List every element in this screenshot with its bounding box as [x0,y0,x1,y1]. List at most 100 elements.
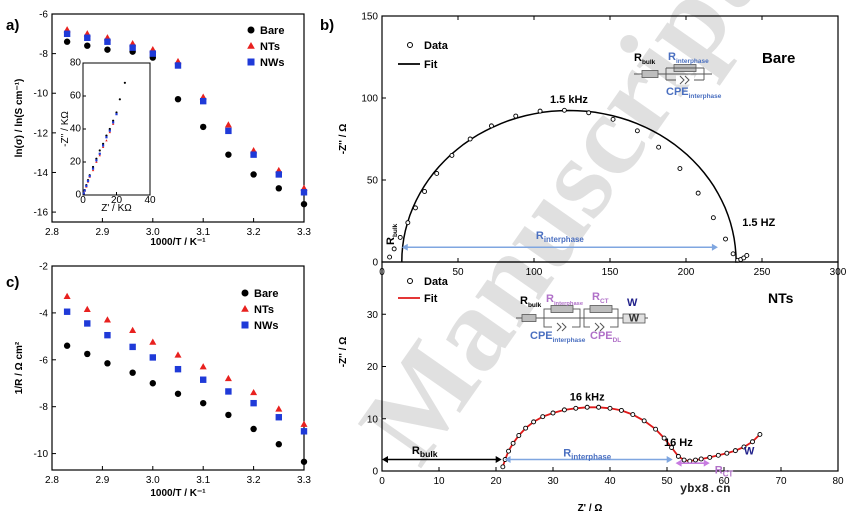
circuit-label-rct: RCT [592,291,609,305]
inset-point-bare [123,81,126,84]
y-tick-label: -14 [34,168,49,179]
inset-frame [82,62,151,196]
inset-point-nws [95,159,98,162]
y-tick-label: 100 [361,94,378,105]
y-tick-label: 0 [372,258,378,269]
low-frequency-label: 16 Hz [664,437,693,449]
data-point-bare [84,350,91,358]
data-point-bare [63,38,71,45]
plot-frame [51,13,305,223]
rinterphase-label-main: R [536,230,544,242]
data-point [695,190,701,196]
x-tick-label: 30 [547,476,559,487]
y-tick-label: 10 [367,414,379,425]
inset-x-tick-label: 0 [80,195,86,206]
inset-y-tick-label: 0 [75,190,81,201]
plot-frame [51,265,305,471]
rinterphase-arrow-head-left [504,456,511,464]
inset-point-nws [108,129,111,132]
data-point-nts [174,351,182,358]
data-point [531,419,537,425]
inset-y-tick-label: 80 [70,58,82,69]
circuit-warburg [622,313,646,324]
data-point-nts [224,121,232,128]
inset-point-bare [98,149,101,152]
circuit-label-rinterphase-sub: interphase [554,301,583,307]
inset-point-nts [98,154,101,157]
rinterphase-arrow-head-left [401,243,408,251]
y-tick-label: 50 [367,176,379,187]
x-tick-label: 3.0 [146,475,160,486]
circuit-label-rbulk-main: R [634,52,642,64]
data-point-bare [174,390,182,397]
inset-x-tick-label: 40 [144,195,156,206]
rbulk-label: Rbulk [412,445,438,459]
data-point-nws [300,428,308,435]
data-point-bare [225,151,232,158]
y-tick-label: -10 [34,449,49,460]
circuit-label-rct-main: R [592,291,600,303]
data-point [488,123,494,129]
data-point [675,453,681,459]
circuit-label-rbulk-sub: bulk [642,59,656,66]
x-tick-label: 3.1 [196,227,210,238]
data-point [467,136,473,142]
inset-point-bare [118,98,121,101]
inset-point-nts [111,122,115,125]
inset-point-nts [108,131,112,134]
y-axis-label: ln(σ) / ln(S cm⁻¹) [14,79,25,158]
data-point-nws [300,189,308,196]
data-point-nws [63,30,71,38]
circuit-r-interphase [550,305,574,313]
x-tick-label: 250 [754,267,771,278]
data-point-bare [200,123,207,131]
inset-y-tick-label: 20 [70,157,82,168]
data-point-nws [84,34,91,41]
data-point [449,152,455,158]
circuit-r-ct [589,305,613,313]
legend-label-nws: NWs [254,320,278,332]
chart-c: 2.8 2.9 3.0 3.1 3.2 3.3 -2 -4 -6 -8 -10 1000/T / K⁻… [14,262,311,500]
site-mark: ybx8.cn [680,482,730,496]
y-tick-label: 150 [361,12,378,23]
data-point-nws [250,151,257,158]
y-axis-label: -Z'' / Ω [338,124,349,155]
data-point-nws [250,399,257,407]
circuit-cpe2-bg [590,322,610,332]
chart-title: NTs [768,290,794,306]
data-point-bare [129,369,136,376]
x-tick-label: 80 [832,476,844,487]
data-point [586,110,592,116]
rinterphase-label-sub: interphase [544,235,585,244]
data-point [653,426,659,432]
inset-point-nws [91,167,95,170]
circuit-label-rinterphase-sub: interphase [676,58,709,65]
x-tick-label: 2.9 [95,475,109,486]
panel-label-b: b) [320,17,334,34]
legend-marker-bare [247,26,255,34]
data-point [607,405,613,411]
x-axis-label: 1000/T / K⁻¹ [150,237,206,248]
data-point [741,255,747,261]
data-point [540,414,546,420]
data-point-nws [200,376,207,383]
data-point-nts [83,305,91,312]
data-point [656,144,662,150]
circuit-label-rbulk-main: R [520,295,528,307]
y-tick-label: 30 [367,310,379,321]
data-point [730,251,736,257]
inset-point-nts [95,160,98,163]
data-point-nws [149,50,156,57]
x-tick-label: 3.3 [297,227,311,238]
data-point [422,189,428,194]
legend-label-data: Data [424,40,449,52]
data-point-nws [174,365,182,373]
inset-point-bare [95,157,98,160]
data-point [618,407,624,413]
data-point-bare [63,342,71,349]
circuit-label-rbulk-sub: bulk [528,302,542,309]
data-point-bare [200,399,207,407]
circuit-r-bulk [521,314,537,322]
legend-marker-nts [247,41,255,49]
